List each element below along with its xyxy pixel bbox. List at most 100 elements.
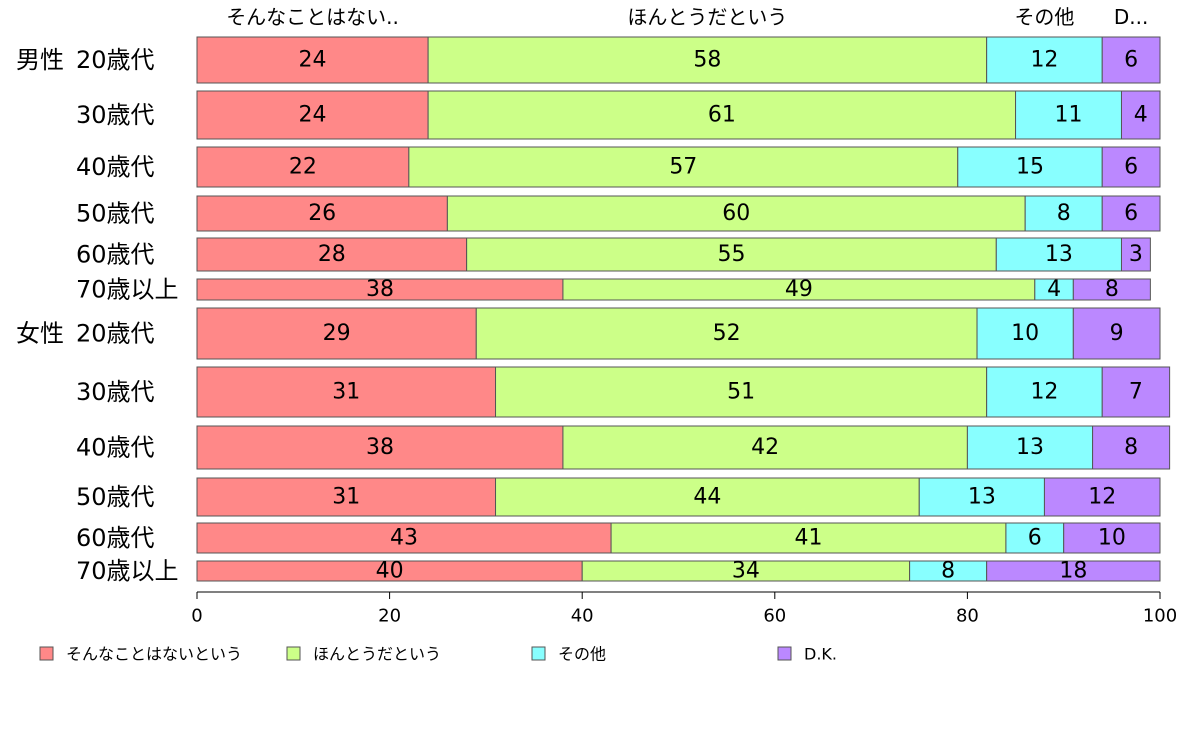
data-label: 31 (332, 485, 360, 510)
data-label: 4 (1134, 103, 1148, 128)
data-label: 12 (1030, 48, 1058, 73)
data-label: 41 (795, 526, 823, 551)
data-label: 24 (299, 103, 327, 128)
legend-swatch (531, 646, 546, 661)
data-label: 60 (722, 201, 750, 226)
series-header-label: そんなことはない.. (226, 5, 399, 29)
bar-segment-4-row-6 (1072, 278, 1151, 301)
category-label: 60歳代 (76, 524, 155, 552)
category-label: 70歳以上 (76, 557, 179, 585)
x-tick-label: 20 (378, 606, 401, 627)
bar-segment-4-row-4 (1101, 195, 1161, 232)
legend-swatch (286, 646, 301, 661)
data-label: 22 (289, 155, 317, 180)
bar-segment-4-row-10 (1043, 477, 1161, 517)
top-series-labels: そんなことはない.. ほんとうだという その他 D... (226, 5, 1148, 29)
data-label: 31 (332, 380, 360, 405)
data-label: 28 (318, 242, 346, 267)
data-label: 8 (1105, 277, 1119, 302)
bar-segment-4-row-9 (1092, 425, 1171, 470)
data-label: 6 (1028, 526, 1042, 551)
data-label: 26 (308, 201, 336, 226)
data-label: 49 (785, 277, 813, 302)
series-header-label: ほんとうだという (627, 5, 787, 29)
data-label: 12 (1088, 485, 1116, 510)
data-label: 61 (708, 103, 736, 128)
data-label: 8 (1057, 201, 1071, 226)
bar-segment-2-row-2 (427, 90, 1017, 140)
bar-segment-3-row-10 (918, 477, 1045, 517)
data-label: 44 (693, 485, 721, 510)
data-label: 4 (1047, 277, 1061, 302)
bar-segment-1-row-9 (196, 425, 564, 470)
bar-segment-1-row-10 (196, 477, 497, 517)
x-tick-label: 100 (1143, 606, 1177, 627)
legend-label: その他 (558, 645, 606, 664)
data-label: 6 (1124, 201, 1138, 226)
category-label: 50歳代 (76, 483, 155, 511)
x-tick-label: 60 (763, 606, 786, 627)
bar-segment-2-row-7 (475, 307, 978, 360)
data-label: 8 (1124, 435, 1138, 460)
data-label: 13 (1016, 435, 1044, 460)
legend-swatch (777, 646, 792, 661)
bar-segment-2-row-4 (446, 195, 1026, 232)
bar-segment-1-row-2 (196, 90, 429, 140)
bar-segment-2-row-3 (408, 146, 959, 188)
bar-segment-4-row-1 (1101, 36, 1161, 84)
data-label: 58 (693, 48, 721, 73)
data-label: 13 (968, 485, 996, 510)
data-label: 9 (1110, 321, 1124, 346)
bar-segment-2-row-1 (427, 36, 988, 84)
bars: 24 58 12 6 24 61 11 4 22 57 15 6 26 60 8 6 28 55 13 3 38 49 4 8… (196, 36, 1171, 584)
bar-segment-3-row-8 (986, 366, 1103, 418)
data-label: 42 (751, 435, 779, 460)
data-label: 15 (1016, 155, 1044, 180)
bar-segment-1-row-1 (196, 36, 429, 84)
series-header-label: その他 (1014, 5, 1074, 29)
bar-segment-2-row-8 (495, 366, 988, 418)
data-label: 3 (1129, 242, 1143, 267)
bar-segment-1-row-3 (196, 146, 410, 188)
data-label: 38 (366, 435, 394, 460)
legend: そんなことはないという ほんとうだという その他 D.K. (39, 645, 837, 664)
x-axis: 0 20 40 60 80 100 (191, 591, 1177, 627)
bar-segment-4-row-2 (1120, 90, 1161, 140)
bar-segment-2-row-5 (466, 237, 997, 272)
bar-segment-4-row-8 (1101, 366, 1171, 418)
bar-segment-4-row-7 (1072, 307, 1161, 360)
data-label: 57 (669, 155, 697, 180)
data-label: 10 (1011, 321, 1039, 346)
data-label: 52 (713, 321, 741, 346)
group-label: 女性 (16, 320, 64, 348)
bar-segment-4-row-3 (1101, 146, 1161, 188)
data-label: 29 (323, 321, 351, 346)
series-header-label: D... (1114, 5, 1148, 29)
data-label: 7 (1129, 380, 1143, 405)
data-label: 34 (732, 559, 760, 584)
data-label: 6 (1124, 155, 1138, 180)
data-label: 10 (1098, 526, 1126, 551)
data-label: 6 (1124, 48, 1138, 73)
data-label: 40 (376, 559, 404, 584)
category-label: 60歳代 (76, 241, 155, 269)
bar-segment-4-row-12 (986, 560, 1161, 582)
legend-swatch (39, 646, 54, 661)
data-label: 51 (727, 380, 755, 405)
category-label: 40歳代 (76, 153, 155, 181)
bar-segment-4-row-11 (1063, 522, 1161, 554)
bar-segment-3-row-1 (986, 36, 1103, 84)
data-label: 8 (941, 559, 955, 584)
category-label: 50歳代 (76, 200, 155, 228)
data-label: 18 (1059, 559, 1087, 584)
bar-segment-2-row-11 (610, 522, 1007, 554)
bar-segment-1-row-4 (196, 195, 448, 232)
data-label: 38 (366, 277, 394, 302)
group-label: 男性 (16, 46, 64, 74)
legend-label: D.K. (804, 645, 837, 664)
bar-segment-4-row-5 (1120, 237, 1151, 272)
category-label: 30歳代 (76, 101, 155, 129)
bar-segment-3-row-2 (1015, 90, 1122, 140)
